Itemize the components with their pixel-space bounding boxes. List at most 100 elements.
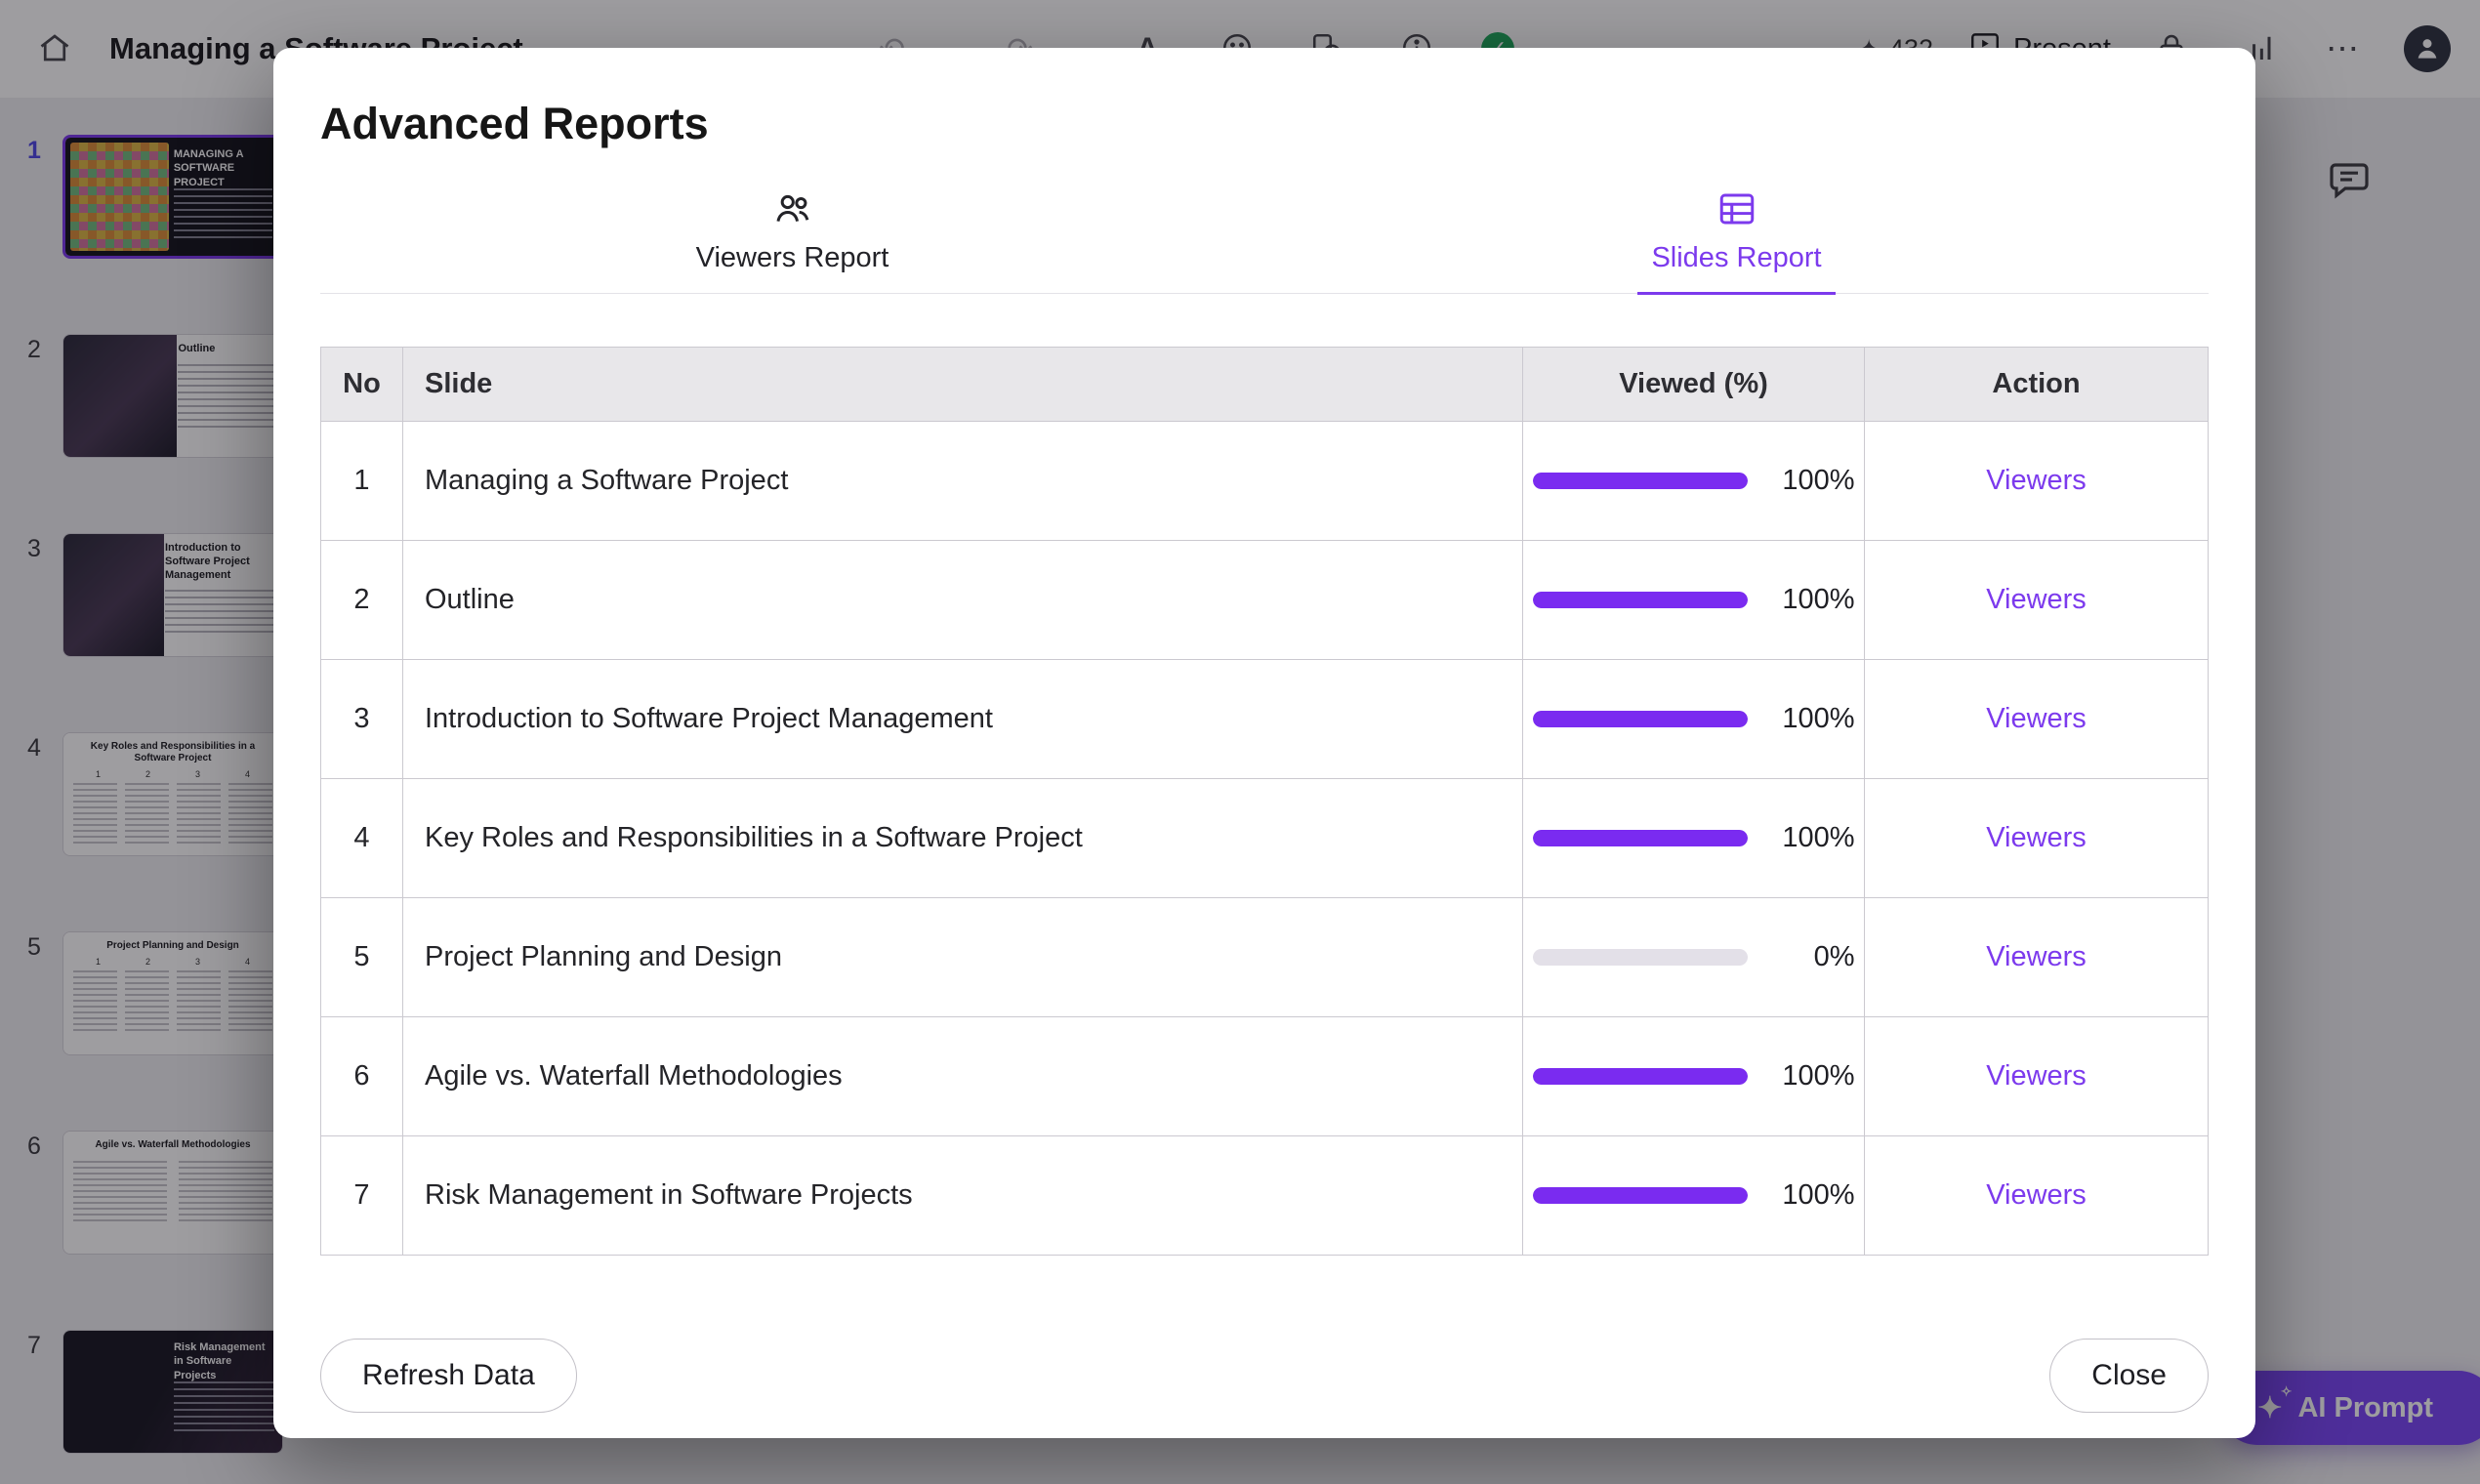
slide-thumbnail-1[interactable]: Managing a Software Project <box>62 135 283 259</box>
viewers-link[interactable]: Viewers <box>1986 584 2087 615</box>
tab-slides-report[interactable]: Slides Report <box>1264 183 2209 295</box>
progress-fill <box>1532 473 1748 489</box>
cell-no: 4 <box>320 778 403 898</box>
user-avatar[interactable] <box>2404 25 2451 72</box>
viewed-percent: 100% <box>1782 822 1855 853</box>
slide-thumbnail-row: 4 Key Roles and Responsibilities in a So… <box>0 732 293 857</box>
table-row: 3 Introduction to Software Project Manag… <box>320 659 2209 779</box>
slide-7-title: Risk Management in Software Projects <box>173 1341 266 1381</box>
progress-track <box>1532 830 1748 846</box>
slide-2-body-lines <box>178 363 274 433</box>
slide-thumbnail-3[interactable]: Introduction to Software Project Managem… <box>62 533 283 657</box>
slide-4-columns <box>73 783 272 844</box>
slide-3-text: Introduction to Software Project Managem… <box>165 542 274 638</box>
slide-6-title: Agile vs. Waterfall Methodologies <box>95 1139 251 1150</box>
progress-track <box>1532 711 1748 727</box>
cell-no: 5 <box>320 897 403 1017</box>
slide-3-body-lines <box>165 590 274 638</box>
refresh-data-button[interactable]: Refresh Data <box>320 1339 577 1413</box>
viewers-link[interactable]: Viewers <box>1986 1179 2087 1211</box>
slide-5-title: Project Planning and Design <box>106 940 239 951</box>
viewed-percent: 100% <box>1782 465 1855 496</box>
header-no: No <box>320 347 403 422</box>
viewed-percent: 100% <box>1782 703 1855 734</box>
slide-thumbnail-row: 7 Risk Management in Software Projects <box>0 1330 293 1455</box>
slide-thumbnail-row: 5 Project Planning and Design 1 2 3 4 <box>0 931 293 1056</box>
table-row: 4 Key Roles and Responsibilities in a So… <box>320 778 2209 898</box>
slide-5-columns <box>73 970 272 1031</box>
cell-no: 6 <box>320 1016 403 1136</box>
progress-fill <box>1532 592 1748 608</box>
col-num: 2 <box>145 957 150 967</box>
slide-number: 6 <box>27 1133 41 1160</box>
viewers-link[interactable]: Viewers <box>1986 822 2087 853</box>
slide-2-preview: Outline <box>63 335 282 457</box>
col-num: 2 <box>145 769 150 779</box>
slide-2-text: Outline <box>178 343 274 433</box>
slide-thumbnail-6[interactable]: Agile vs. Waterfall Methodologies <box>62 1131 283 1255</box>
comment-icon <box>2326 163 2373 206</box>
slide-2-photo <box>63 335 178 457</box>
slide-3-photo <box>63 534 165 656</box>
progress-track <box>1532 1187 1748 1204</box>
slide-number: 4 <box>27 734 41 762</box>
viewed-percent: 100% <box>1782 1060 1855 1092</box>
slides-report-table-wrap: No Slide Viewed (%) Action 1 Managing a … <box>320 347 2209 1256</box>
sticky-notes-image <box>70 143 170 251</box>
header-viewed: Viewed (%) <box>1522 347 1865 422</box>
progress-fill <box>1532 1187 1748 1204</box>
slide-6-preview: Agile vs. Waterfall Methodologies <box>63 1132 282 1254</box>
col-num: 3 <box>194 769 200 779</box>
viewers-link[interactable]: Viewers <box>1986 941 2087 972</box>
modal-title: Advanced Reports <box>320 99 709 148</box>
slide-thumbnail-2[interactable]: Outline <box>62 334 283 458</box>
progress-fill <box>1532 711 1748 727</box>
viewed-percent: 100% <box>1782 1179 1855 1211</box>
viewers-link[interactable]: Viewers <box>1986 703 2087 734</box>
slide-1-body-lines <box>173 188 272 243</box>
slide-5-preview: Project Planning and Design 1 2 3 4 <box>63 932 282 1054</box>
col-num: 1 <box>95 769 101 779</box>
tab-viewers-label: Viewers Report <box>695 242 889 273</box>
progress-track <box>1532 949 1748 966</box>
cell-no: 1 <box>320 421 403 541</box>
slide-thumbnail-row: 2 Outline <box>0 334 293 459</box>
table-icon <box>1716 188 1757 232</box>
more-options-button[interactable]: ⋯ <box>2318 23 2369 74</box>
slide-thumbnail-4[interactable]: Key Roles and Responsibilities in a Soft… <box>62 732 283 856</box>
comments-button[interactable] <box>2326 156 2373 206</box>
advanced-reports-modal: Advanced Reports Viewers Report <box>273 48 2255 1438</box>
viewed-progress: 100% <box>1523 703 1864 735</box>
table-row: 6 Agile vs. Waterfall Methodologies 100%… <box>320 1016 2209 1136</box>
tab-viewers-report[interactable]: Viewers Report <box>320 183 1264 293</box>
slide-7-body-lines <box>173 1381 274 1436</box>
viewed-progress: 100% <box>1523 822 1864 854</box>
slide-3-title: Introduction to Software Project Managem… <box>165 542 250 581</box>
progress-fill <box>1532 830 1748 846</box>
modal-footer: Refresh Data Close <box>320 1339 2209 1413</box>
tab-slides-label: Slides Report <box>1651 242 1822 273</box>
ai-prompt-label: AI Prompt <box>2297 1391 2433 1423</box>
close-button[interactable]: Close <box>2049 1339 2209 1413</box>
home-button[interactable] <box>29 23 80 74</box>
viewers-link[interactable]: Viewers <box>1986 1060 2087 1092</box>
viewed-progress: 100% <box>1523 1179 1864 1212</box>
ai-prompt-button[interactable]: ✦ ✧ AI Prompt <box>2220 1371 2480 1445</box>
slide-thumbnail-5[interactable]: Project Planning and Design 1 2 3 4 <box>62 931 283 1055</box>
cell-slide-title: Agile vs. Waterfall Methodologies <box>402 1016 1523 1136</box>
progress-track <box>1532 473 1748 489</box>
viewed-progress: 100% <box>1523 584 1864 616</box>
viewed-percent: 100% <box>1782 584 1855 615</box>
cell-slide-title: Outline <box>402 540 1523 660</box>
table-row: 5 Project Planning and Design 0% Viewers <box>320 897 2209 1017</box>
ellipsis-icon: ⋯ <box>2326 30 2361 67</box>
viewers-link[interactable]: Viewers <box>1986 465 2087 496</box>
col-num: 4 <box>244 769 250 779</box>
slide-2-title: Outline <box>178 343 216 354</box>
slide-thumbnail-sidebar: 1 Managing a Software Project 2 Outline <box>0 98 293 1484</box>
slide-4-column-numbers: 1 2 3 4 <box>73 769 272 779</box>
ai-sparkle-icon: ✦ ✧ <box>2257 1382 2293 1424</box>
slide-1-preview: Managing a Software Project <box>65 138 280 256</box>
slide-thumbnail-row: 3 Introduction to Software Project Manag… <box>0 533 293 658</box>
slide-thumbnail-7[interactable]: Risk Management in Software Projects <box>62 1330 283 1454</box>
